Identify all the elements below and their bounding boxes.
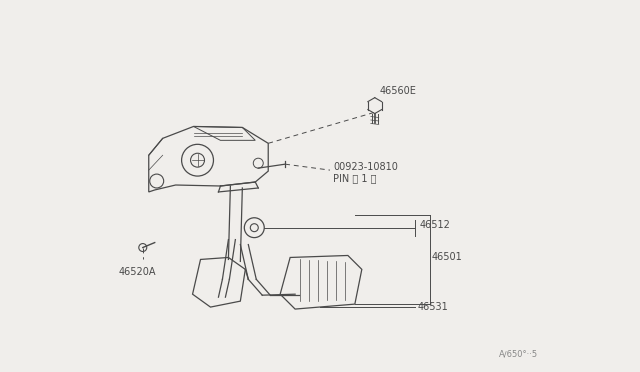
Text: A∕650°··5: A∕650°··5 [499, 349, 538, 358]
Text: 46560E: 46560E [380, 86, 417, 96]
Text: 46520A: 46520A [119, 267, 156, 278]
Text: PIN 〈 1 〉: PIN 〈 1 〉 [333, 173, 376, 183]
Text: 00923-10810: 00923-10810 [333, 162, 398, 172]
Text: 46501: 46501 [431, 253, 462, 263]
Text: 46531: 46531 [417, 302, 449, 312]
Text: 46512: 46512 [420, 220, 451, 230]
